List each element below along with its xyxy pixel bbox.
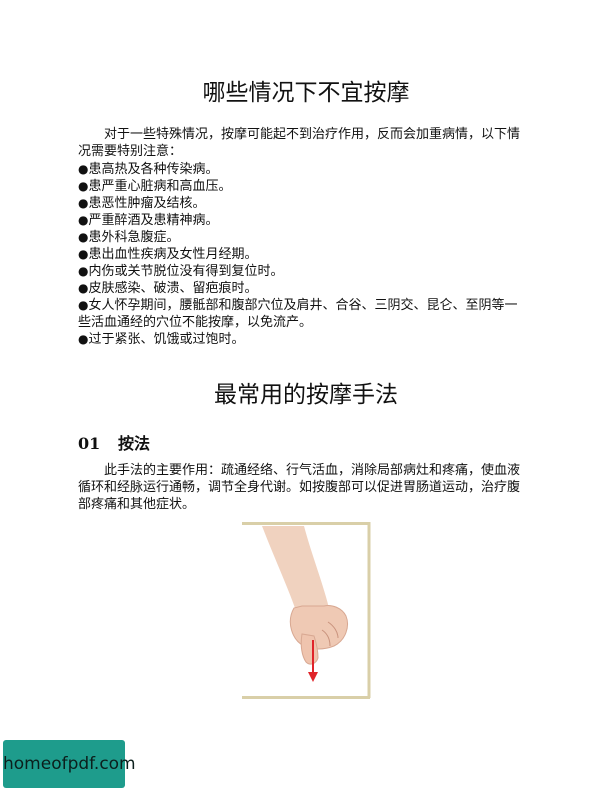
knuckle-crease-2: [321, 629, 331, 647]
technique-number: 01: [78, 434, 101, 453]
bullet-icon: ●: [78, 298, 89, 312]
bullet-icon: ●: [78, 247, 89, 261]
forearm-shape: [262, 526, 330, 614]
technique-heading: 01 按法: [78, 430, 150, 454]
bullet-icon: ●: [78, 332, 89, 346]
list-item: ●患高热及各种传染病。: [78, 162, 219, 177]
technique-description: 此手法的主要作用：疏通经络、行气活血，消除局部病灶和疼痛，使血液循环和经脉运行通…: [78, 462, 530, 513]
list-item: ●内伤或关节脱位没有得到复位时。: [78, 264, 284, 279]
press-arrow-head: [308, 672, 318, 682]
intro-paragraph: 对于一些特殊情况，按摩可能起不到治疗作用，反而会加重病情，以下情况需要特别注意：: [78, 126, 530, 160]
list-item: ●严重醉酒及患精神病。: [78, 213, 219, 228]
section-title-techniques: 最常用的按摩手法: [214, 382, 398, 408]
list-item: ●女人怀孕期间，腰骶部和腹部穴位及肩井、合谷、三阴交、昆仑、至阴等一些活血通经的…: [78, 298, 518, 330]
bullet-icon: ●: [78, 281, 89, 295]
bullet-icon: ●: [78, 162, 89, 176]
list-item: ●患严重心脏病和高血压。: [78, 179, 232, 194]
fist-shape: [289, 605, 348, 650]
watermark-logo: homeofpdf.com: [3, 740, 136, 788]
watermark-text: homeofpdf.com: [3, 754, 136, 774]
bullet-icon: ●: [78, 230, 89, 244]
technique-description-text: 此手法的主要作用：疏通经络、行气活血，消除局部病灶和疼痛，使血液循环和经脉运行通…: [78, 463, 521, 512]
bullet-icon: ●: [78, 179, 89, 193]
technique-name: 按法: [118, 434, 151, 453]
intro-text: 对于一些特殊情况，按摩可能起不到治疗作用，反而会加重病情，以下情况需要特别注意：: [78, 127, 521, 159]
list-item: ●过于紧张、饥饿或过饱时。: [78, 332, 245, 347]
section-title-contraindications: 哪些情况下不宜按摩: [202, 80, 410, 106]
bullet-icon: ●: [78, 264, 89, 278]
list-item: ●皮肤感染、破溃、留疤痕时。: [78, 281, 258, 296]
bullet-icon: ●: [78, 196, 89, 210]
bullet-icon: ●: [78, 213, 89, 227]
contraindication-list: ●患高热及各种传染病。 ●患严重心脏病和高血压。 ●患恶性肿瘤及结核。 ●严重醉…: [78, 161, 530, 348]
list-item: ●患外科急腹症。: [78, 230, 180, 245]
list-item: ●患恶性肿瘤及结核。: [78, 196, 206, 211]
hand-pressing-illustration-icon: [242, 522, 371, 699]
knuckle-crease-1: [327, 621, 339, 639]
list-item: ●患出血性疾病及女性月经期。: [78, 247, 258, 262]
